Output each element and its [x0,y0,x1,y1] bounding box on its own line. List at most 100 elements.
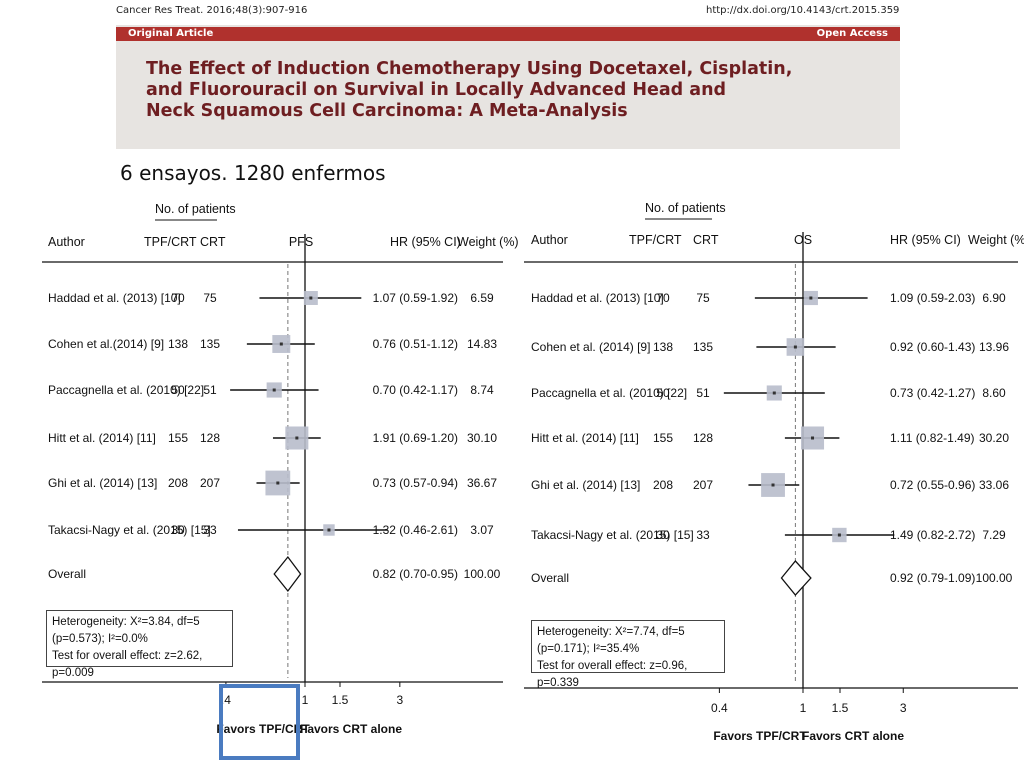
study-crt-count: 51 [203,383,217,397]
hr-column-header: HR (95% CI) [390,235,461,249]
overall-label: Overall [48,567,86,581]
study-author: Takacsi-Nagy et al. (2015) [15] [531,528,694,542]
favors-tpf-label: Favors TPF/CRT [216,722,310,736]
x-tick-label: 1.5 [332,693,349,707]
study-tpf-count: 30 [171,523,185,537]
study-weight-text: 7.29 [982,528,1006,542]
study-point-estimate [327,528,331,532]
study-hr-text: 1.07 (0.59-1.92) [373,291,458,305]
study-tpf-count: 70 [171,291,185,305]
study-crt-count: 135 [693,340,713,354]
heterogeneity-box-pfs: Heterogeneity: X²=3.84, df=5 (p=0.573); … [46,610,233,679]
study-author: Hitt et al. (2014) [11] [531,431,639,445]
study-author: Haddad et al. (2013) [10] [48,291,181,305]
study-point-estimate [809,296,813,300]
title-line-3: Neck Squamous Cell Carcinoma: A Meta-Ana… [146,101,628,121]
study-crt-count: 207 [693,478,713,492]
overall-effect-line: Test for overall effect: z=2.62, p=0.009 [52,650,203,679]
x-tick-label: 0.4 [711,701,728,715]
study-hr-text: 0.70 (0.42-1.17) [373,383,458,397]
study-crt-count: 128 [693,431,713,445]
study-author: Ghi et al. (2014) [13] [531,478,640,492]
heterogeneity-line: Heterogeneity: X²=3.84, df=5 (p=0.573); … [52,616,200,645]
study-hr-text: 0.72 (0.55-0.96) [890,478,975,492]
favors-tpf-label: Favors TPF/CRT [713,729,807,743]
study-author: Cohen et al.(2014) [9] [48,337,164,351]
study-point-estimate [771,483,775,487]
study-author: Takacsi-Nagy et al. (2015) [15] [48,523,211,537]
study-tpf-count: 155 [653,431,673,445]
title-line-1: The Effect of Induction Chemotherapy Usi… [146,59,793,79]
weight-column-header: Weight (%) [457,235,519,249]
x-tick-label: 1.5 [832,701,849,715]
doi-link[interactable]: http://dx.doi.org/10.4143/crt.2015.359 [706,5,900,16]
study-author: Paccagnella et al. (2010) [22] [48,383,204,397]
overall-hr-text: 0.82 (0.70-0.95) [373,567,458,581]
tag-bar [116,27,900,41]
study-hr-text: 1.91 (0.69-1.20) [373,431,458,445]
overall-diamond [273,555,302,593]
patients-group-header: No. of patients [645,201,726,215]
study-tpf-count: 138 [168,337,188,351]
open-access-tag: Open Access [776,27,900,41]
patients-group-header: No. of patients [155,202,236,216]
study-point-estimate [793,345,797,349]
author-column-header: Author [531,233,568,247]
study-weight-text: 33.06 [979,478,1009,492]
study-hr-text: 0.76 (0.51-1.12) [373,337,458,351]
study-weight-text: 30.20 [979,431,1009,445]
study-weight-text: 13.96 [979,340,1009,354]
study-weight-text: 14.83 [467,337,497,351]
outcome-label: PFS [289,235,313,249]
study-author: Paccagnella et al. (2010) [22] [531,386,687,400]
study-weight-text: 30.10 [467,431,497,445]
study-crt-count: 33 [696,528,710,542]
x-tick-label: 1 [800,701,807,715]
study-tpf-count: 208 [168,476,188,490]
study-crt-count: 128 [200,431,220,445]
study-point-estimate [272,388,276,392]
study-weight-text: 3.07 [470,523,494,537]
favors-crt-label: Favors CRT alone [300,722,402,736]
study-crt-count: 75 [203,291,217,305]
study-point-estimate [295,436,299,440]
favors-tpf-highlight-box [219,684,300,760]
study-point-estimate [811,436,815,440]
study-weight-text: 6.59 [470,291,494,305]
study-tpf-count: 70 [656,291,670,305]
study-crt-count: 33 [203,523,217,537]
crt-column-header: CRT [200,235,226,249]
original-article-tag: Original Article [116,27,234,41]
x-tick-label: 1 [302,693,309,707]
tpf-column-header: TPF/CRT [629,233,682,247]
study-author: Ghi et al. (2014) [13] [48,476,157,490]
study-hr-text: 0.73 (0.42-1.27) [890,386,975,400]
study-tpf-count: 30 [656,528,670,542]
overall-weight-text: 100.00 [464,567,501,581]
heterogeneity-box-os: Heterogeneity: X²=7.74, df=5 (p=0.171); … [531,620,725,689]
x-tick-label: .4 [221,693,231,707]
author-column-header: Author [48,235,85,249]
study-tpf-count: 208 [653,478,673,492]
study-point-estimate [772,391,776,395]
study-weight-text: 6.90 [982,291,1006,305]
heterogeneity-line: Heterogeneity: X²=7.74, df=5 (p=0.171); … [537,626,685,655]
study-point-estimate [276,481,280,485]
study-point-estimate [279,342,283,346]
study-tpf-count: 50 [656,386,670,400]
hr-column-header: HR (95% CI) [890,233,961,247]
study-crt-count: 207 [200,476,220,490]
study-author: Haddad et al. (2013) [10] [531,291,664,305]
study-hr-text: 1.09 (0.59-2.03) [890,291,975,305]
study-hr-text: 0.73 (0.57-0.94) [373,476,458,490]
title-line-2: and Fluorouracil on Survival in Locally … [146,80,727,100]
study-hr-text: 0.92 (0.60-1.43) [890,340,975,354]
tpf-column-header: TPF/CRT [144,235,197,249]
article-title: The Effect of Induction Chemotherapy Usi… [146,59,866,122]
study-author: Hitt et al. (2014) [11] [48,431,156,445]
overall-effect-line: Test for overall effect: z=0.96, p=0.339 [537,660,688,689]
x-tick-label: 3 [396,693,403,707]
study-crt-count: 51 [696,386,710,400]
slide-subtitle: 6 ensayos. 1280 enfermos [120,161,386,185]
